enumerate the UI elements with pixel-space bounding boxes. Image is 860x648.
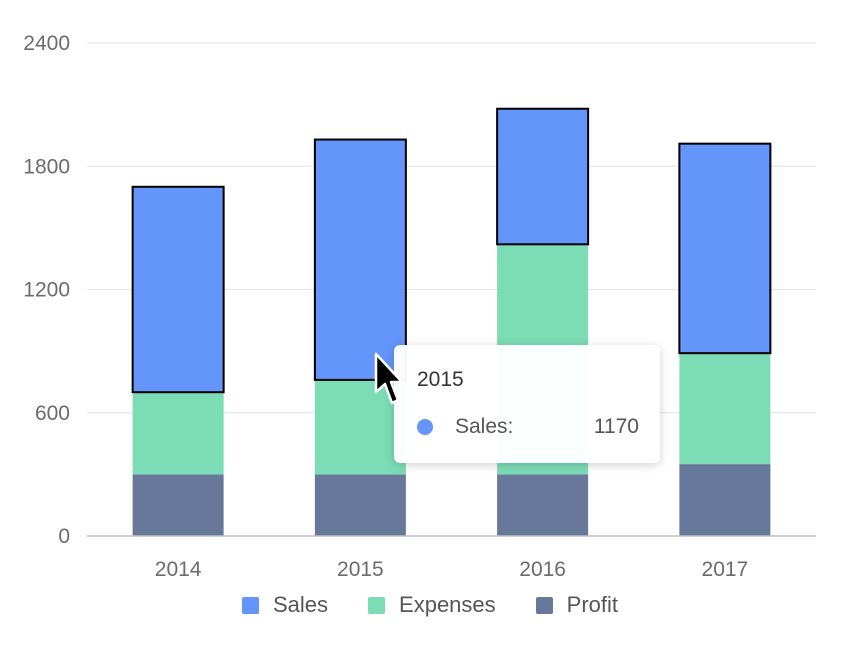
y-tick-label: 1800 <box>23 155 70 178</box>
bar-profit-2015[interactable] <box>314 474 406 536</box>
y-tick-label: 2400 <box>23 32 70 55</box>
legend-swatch-sales <box>241 596 259 614</box>
bar-sales-2015[interactable] <box>313 138 407 381</box>
y-tick-label: 1200 <box>23 279 70 302</box>
bar-sales-2017[interactable] <box>678 142 772 355</box>
bar-sales-2014[interactable] <box>131 185 225 394</box>
legend-item-sales[interactable]: Sales <box>241 592 329 618</box>
legend-swatch-profit <box>535 596 553 614</box>
bar-sales-2016[interactable] <box>496 107 590 246</box>
chart-tooltip: 2015 Sales: 1170 <box>394 345 660 463</box>
chart-legend: Sales Expenses Profit <box>0 592 860 618</box>
legend-swatch-expenses <box>368 596 386 614</box>
stacked-bar-chart: 0 600 1200 1800 2400 2014 2015 2016 2017 <box>23 32 816 581</box>
y-tick-label: 600 <box>35 402 70 425</box>
tooltip-series-name: Sales: <box>455 415 514 438</box>
tooltip-series-value: 1170 <box>593 415 639 438</box>
legend-label-profit: Profit <box>566 592 619 617</box>
legend-label-sales: Sales <box>272 592 329 617</box>
legend-item-profit[interactable]: Profit <box>535 592 619 618</box>
y-tick-label: 0 <box>58 525 70 548</box>
tooltip-series-dot <box>417 419 433 435</box>
mouse-pointer-icon <box>374 352 404 405</box>
bar-profit-2016[interactable] <box>497 474 589 536</box>
tooltip-title: 2015 <box>417 368 464 391</box>
bar-profit-2017[interactable] <box>679 464 771 536</box>
legend-item-expenses[interactable]: Expenses <box>368 592 496 618</box>
bar-expenses-2017[interactable] <box>679 353 771 465</box>
x-tick-label: 2017 <box>702 558 749 581</box>
legend-label-expenses: Expenses <box>399 592 496 617</box>
tooltip-row: Sales: 1170 <box>417 415 639 439</box>
x-tick-label: 2015 <box>337 558 384 581</box>
x-tick-label: 2016 <box>519 558 566 581</box>
bar-profit-2014[interactable] <box>132 474 224 536</box>
bar-expenses-2014[interactable] <box>132 392 224 475</box>
x-tick-label: 2014 <box>155 558 202 581</box>
